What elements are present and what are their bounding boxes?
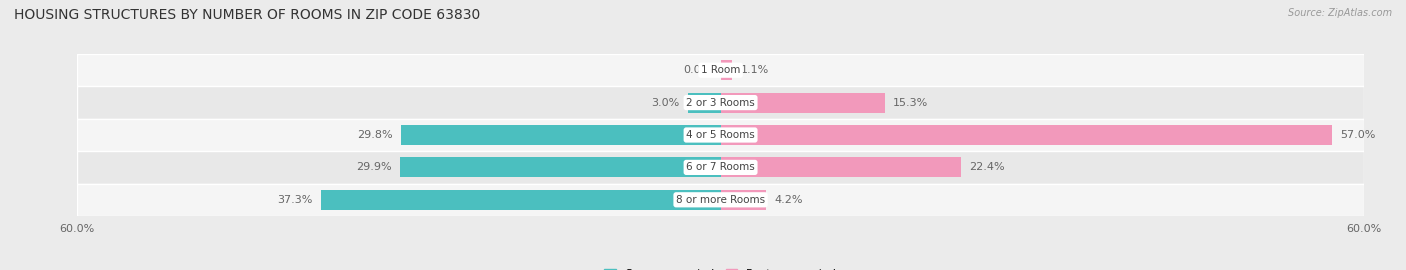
Text: 57.0%: 57.0% [1340,130,1375,140]
Text: 4.2%: 4.2% [775,195,803,205]
Bar [77,119,1364,151]
Text: 29.8%: 29.8% [357,130,392,140]
Text: 15.3%: 15.3% [893,97,928,108]
Bar [77,151,1364,184]
Text: 22.4%: 22.4% [969,162,1005,173]
Text: 2 or 3 Rooms: 2 or 3 Rooms [686,97,755,108]
Bar [401,157,721,177]
Bar [77,54,1364,86]
Text: 4 or 5 Rooms: 4 or 5 Rooms [686,130,755,140]
Bar [721,93,884,113]
Text: 8 or more Rooms: 8 or more Rooms [676,195,765,205]
Text: 29.9%: 29.9% [356,162,391,173]
Bar [77,184,1364,216]
Text: 1.1%: 1.1% [741,65,769,75]
Bar [321,190,721,210]
Text: 1 Room: 1 Room [700,65,741,75]
Bar [77,86,1364,119]
Text: Source: ZipAtlas.com: Source: ZipAtlas.com [1288,8,1392,18]
Bar [401,125,721,145]
Text: 37.3%: 37.3% [277,195,312,205]
Text: 6 or 7 Rooms: 6 or 7 Rooms [686,162,755,173]
Bar [689,93,721,113]
Bar [721,190,766,210]
Bar [721,60,733,80]
Text: 3.0%: 3.0% [651,97,681,108]
Bar [721,125,1331,145]
Bar [721,157,960,177]
Text: HOUSING STRUCTURES BY NUMBER OF ROOMS IN ZIP CODE 63830: HOUSING STRUCTURES BY NUMBER OF ROOMS IN… [14,8,481,22]
Text: 0.0%: 0.0% [683,65,711,75]
Legend: Owner-occupied, Renter-occupied: Owner-occupied, Renter-occupied [600,264,841,270]
